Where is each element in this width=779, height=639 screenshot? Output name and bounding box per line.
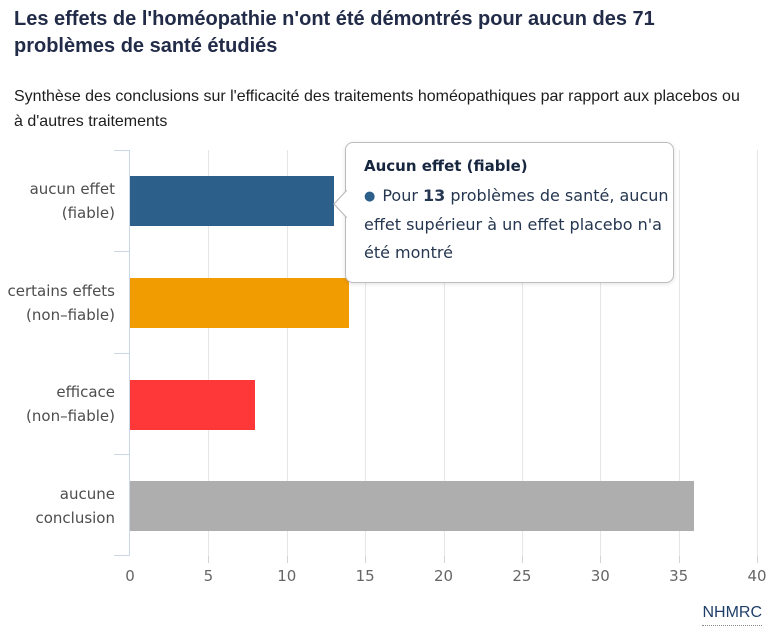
x-axis-tick (600, 556, 602, 563)
tooltip-value: 13 (423, 186, 446, 205)
category-label-line: (non–fiable) (26, 305, 115, 324)
tooltip-arrow-icon (333, 190, 347, 218)
gridline (757, 150, 758, 556)
x-axis-tick (757, 556, 758, 563)
page-title: Les effets de l'homéopathie n'ont été dé… (14, 8, 655, 57)
bar-efficace[interactable] (130, 380, 256, 430)
tooltip-text: problèmes de santé, aucun (445, 186, 669, 205)
tooltip-text: Pour (382, 186, 424, 205)
x-axis-tick (208, 556, 210, 563)
x-axis-tick (365, 556, 367, 563)
category-boundary-tick (114, 251, 130, 252)
gridline (208, 150, 210, 556)
category-label-aucun-effet: aucun effet (fiable) (0, 150, 115, 251)
tooltip-title: Aucun effet (fiable) (364, 157, 528, 175)
category-label-efficace: efficace (non–fiable) (0, 353, 115, 454)
category-label-line: (non–fiable) (26, 406, 115, 425)
category-boundary-tick (114, 150, 130, 151)
page-subtitle: Synthèse des conclusions sur l'efficacit… (14, 88, 740, 130)
gridline (443, 150, 445, 556)
category-boundary-tick (114, 555, 130, 556)
x-axis-tick-label: 25 (512, 567, 532, 585)
x-axis-tick (678, 556, 680, 563)
source-link-nhmrc[interactable]: NHMRC (702, 604, 762, 626)
category-label-line: certains effets (7, 281, 115, 300)
category-label-line: efficace (56, 382, 115, 401)
category-boundary-tick (114, 353, 130, 354)
x-axis-tick-label: 15 (355, 567, 375, 585)
y-axis-labels: aucun effet (fiable) certains effets (no… (0, 150, 115, 556)
category-label-aucune-conclusion: aucune conclusion (0, 455, 115, 556)
tooltip-line-3: été montré (364, 243, 453, 262)
x-axis-tick (286, 556, 288, 563)
x-axis-tick (521, 556, 523, 563)
gridline (365, 150, 367, 556)
tooltip-line-2: effet supérieur à un effet placebo n'a (364, 215, 662, 234)
tooltip-body: ● Pour 13 problèmes de santé, aucun effet… (364, 182, 669, 267)
tooltip: Aucun effet (fiable) ● Pour 13 problèmes … (333, 142, 674, 283)
x-axis-tick-label: 5 (203, 567, 214, 585)
bar-certains-effets[interactable] (130, 278, 350, 328)
gridline (678, 150, 680, 556)
category-boundary-tick (114, 454, 130, 455)
tooltip-line-1: ● Pour 13 problèmes de santé, aucun (364, 182, 669, 211)
bar-aucune-conclusion[interactable] (130, 481, 695, 531)
category-label-line: (fiable) (61, 203, 115, 222)
category-label-certains-effets: certains effets (non–fiable) (0, 252, 115, 353)
x-axis-tick-label: 40 (747, 567, 767, 585)
x-axis-tick-label: 20 (433, 567, 454, 585)
category-label-line: conclusion (35, 508, 115, 527)
category-label-line: aucun effet (29, 179, 115, 198)
bar-aucun-effet-fiable[interactable] (130, 176, 334, 226)
gridline (600, 150, 602, 556)
x-axis-tick-label: 10 (277, 567, 297, 585)
gridline (521, 150, 523, 556)
plot-area: 0 5 10 15 20 25 30 35 40 (114, 150, 767, 585)
category-label-line: aucune (59, 484, 115, 503)
bullet-point-icon: ● (364, 189, 376, 204)
x-axis-tick-label: 30 (590, 567, 610, 585)
x-axis-tick-label: 35 (669, 567, 689, 585)
gridline (286, 150, 288, 556)
x-axis-tick-label: 0 (125, 567, 135, 585)
x-axis-tick (443, 556, 445, 563)
